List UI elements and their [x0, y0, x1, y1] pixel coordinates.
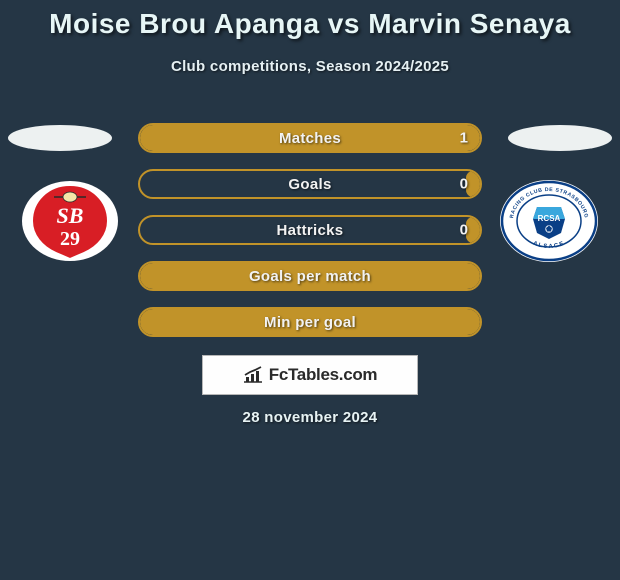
date-label: 28 november 2024: [0, 409, 620, 426]
stats-container: Matches 1 Goals 0 Hattricks 0 Goals per …: [138, 123, 482, 353]
stat-row-mpg: Min per goal: [138, 307, 482, 337]
footer-brand-box: FcTables.com: [202, 355, 418, 395]
team-badge-right: RACING CLUB DE STRASBOURG ALSACE RCSA: [499, 179, 599, 263]
stat-label: Goals: [140, 171, 480, 197]
stat-label: Min per goal: [140, 309, 480, 335]
stat-value: 0: [460, 222, 468, 239]
stat-value: 1: [460, 130, 468, 147]
stat-row-matches: Matches 1: [138, 123, 482, 153]
stat-row-hattricks: Hattricks 0: [138, 215, 482, 245]
subtitle: Club competitions, Season 2024/2025: [0, 58, 620, 75]
stat-row-goals: Goals 0: [138, 169, 482, 199]
badge-text: SB: [57, 203, 84, 228]
svg-text:RCSA: RCSA: [538, 214, 561, 223]
stat-label: Hattricks: [140, 217, 480, 243]
player-photo-left: [8, 125, 112, 151]
team-badge-left: SB 29: [20, 179, 120, 263]
stat-label: Goals per match: [140, 263, 480, 289]
page-title: Moise Brou Apanga vs Marvin Senaya: [0, 0, 620, 40]
club-crest-icon: RACING CLUB DE STRASBOURG ALSACE RCSA: [499, 179, 599, 263]
chart-icon: [243, 366, 265, 384]
player-photo-right: [508, 125, 612, 151]
stat-row-gpm: Goals per match: [138, 261, 482, 291]
footer-brand-text: FcTables.com: [269, 365, 378, 385]
stat-value: 0: [460, 176, 468, 193]
stat-label: Matches: [140, 125, 480, 151]
badge-number: 29: [60, 228, 80, 250]
shield-icon: SB 29: [20, 179, 120, 263]
